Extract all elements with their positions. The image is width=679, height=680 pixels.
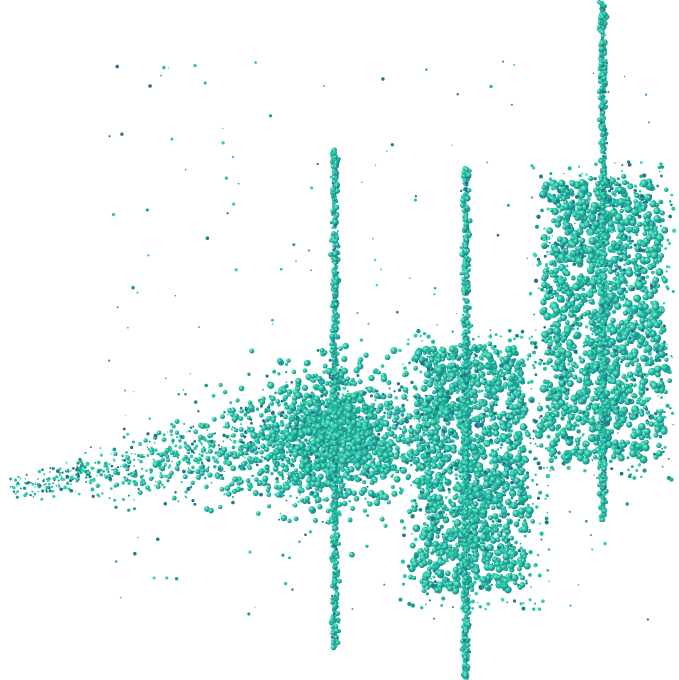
particle-cluster-middle	[398, 328, 552, 611]
vertical-particle-stems	[328, 0, 610, 680]
